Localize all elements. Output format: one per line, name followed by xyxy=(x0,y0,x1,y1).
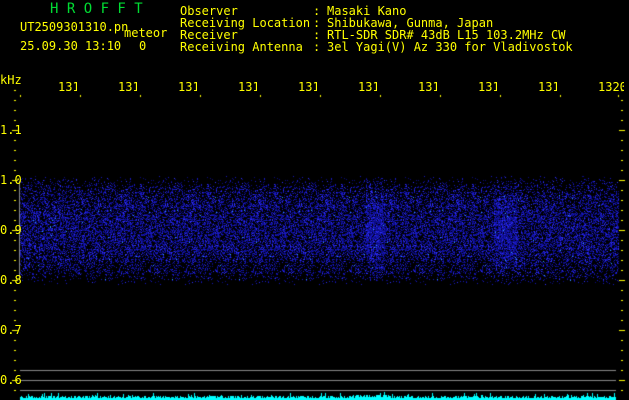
y-label: 0.7 xyxy=(0,323,22,337)
app-title: H R O F F T xyxy=(50,1,143,17)
y-label: 0.9 xyxy=(0,223,22,237)
freq-label: 1314 xyxy=(238,80,257,94)
info-colon: : xyxy=(313,28,321,42)
freq-label: 1320 xyxy=(598,80,624,94)
y-label: 0.8 xyxy=(0,273,22,287)
freq-label: 1315 xyxy=(298,80,317,94)
info-value: 3el Yagi(V) Az 330 for Vladivostok xyxy=(327,40,573,54)
freq-label: 1313 xyxy=(178,80,197,94)
y-label: 0.6 xyxy=(0,373,22,387)
y-label: 1.0 xyxy=(0,173,22,187)
unit-label: kHz xyxy=(0,73,22,87)
info-value: Shibukawa, Gunma, Japan xyxy=(327,16,494,30)
info-label: Observer xyxy=(180,4,238,18)
info-value: Masaki Kano xyxy=(327,4,407,18)
freq-label: 1319 xyxy=(538,80,557,94)
freq-label: 1317 xyxy=(418,80,437,94)
info-label: Receiver xyxy=(180,28,238,42)
info-label: Receiving Antenna xyxy=(180,40,303,54)
freq-label: 1316 xyxy=(358,80,377,94)
datetime: 25.09.30 13:10 xyxy=(20,39,122,53)
info-label: Receiving Location xyxy=(180,16,311,30)
y-label: 1.1 xyxy=(0,123,22,137)
info-colon: : xyxy=(313,40,321,54)
freq-label: 1318 xyxy=(478,80,497,94)
info-value: RTL-SDR SDR# 43dB L15 103.2MHz CW xyxy=(327,28,566,42)
info-colon: : xyxy=(313,16,321,30)
info-colon: : xyxy=(313,4,321,18)
meteor-count: 0 xyxy=(139,39,147,53)
meteor-label: meteor xyxy=(124,26,168,40)
file-name: UT2509301310.pn xyxy=(20,20,129,34)
freq-label: 1312 xyxy=(118,80,137,94)
